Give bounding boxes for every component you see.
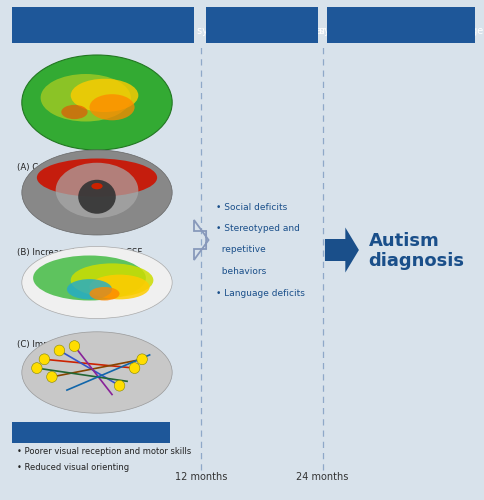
Ellipse shape (33, 256, 146, 300)
Text: (B) Increased extra-axial CSF: (B) Increased extra-axial CSF (17, 248, 142, 256)
Circle shape (114, 380, 124, 391)
Text: (C) Impaired WM connectivity: (C) Impaired WM connectivity (17, 340, 145, 349)
Text: Unfolding of diagnostic
symptoms in the 2nd year: Unfolding of diagnostic symptoms in the … (197, 14, 326, 36)
Text: • Social deficits: • Social deficits (215, 202, 287, 211)
Circle shape (39, 354, 49, 364)
Ellipse shape (22, 332, 172, 413)
Ellipse shape (67, 279, 112, 299)
Ellipse shape (37, 158, 157, 197)
Text: 12 months: 12 months (175, 472, 227, 482)
Circle shape (129, 362, 139, 374)
Ellipse shape (71, 78, 138, 112)
Text: • Poorer visual reception and motor skills: • Poorer visual reception and motor skil… (17, 446, 191, 456)
Ellipse shape (89, 287, 120, 300)
Ellipse shape (89, 274, 149, 299)
Ellipse shape (41, 74, 131, 122)
Ellipse shape (89, 94, 135, 120)
FancyBboxPatch shape (12, 6, 194, 43)
Text: 24 months: 24 months (296, 472, 348, 482)
Text: Autism: Autism (368, 232, 439, 250)
Text: Concurrent behavioral signs: Concurrent behavioral signs (27, 428, 154, 436)
Text: • Language deficits: • Language deficits (215, 288, 304, 298)
Text: (D) Altered functional connectivity: (D) Altered functional connectivity (17, 429, 165, 438)
Text: • Stereotyped and: • Stereotyped and (215, 224, 299, 233)
Circle shape (69, 340, 79, 351)
Circle shape (136, 354, 147, 364)
Circle shape (54, 345, 64, 356)
Ellipse shape (91, 183, 103, 190)
Ellipse shape (22, 246, 172, 318)
FancyBboxPatch shape (327, 6, 474, 43)
Text: repetitive: repetitive (215, 246, 265, 254)
Ellipse shape (56, 163, 138, 218)
Text: Consolidation of behavioral
symptomsfrom ~2-4 years of age: Consolidation of behavioral symptomsfrom… (318, 14, 483, 36)
Ellipse shape (22, 55, 172, 150)
FancyBboxPatch shape (12, 422, 169, 442)
Text: Presymptomatic brain changes
in the 1st year of life: Presymptomatic brain changes in the 1st … (27, 14, 179, 36)
Polygon shape (324, 228, 358, 272)
Text: behaviors: behaviors (215, 267, 266, 276)
Ellipse shape (78, 180, 116, 214)
FancyBboxPatch shape (206, 6, 317, 43)
Circle shape (46, 372, 57, 382)
Text: (A) Cortical surface area growth: (A) Cortical surface area growth (17, 162, 154, 172)
Text: diagnosis: diagnosis (368, 252, 464, 270)
Circle shape (31, 362, 42, 374)
Ellipse shape (71, 264, 153, 297)
Text: • Reduced visual orienting: • Reduced visual orienting (17, 462, 129, 471)
Ellipse shape (61, 105, 88, 119)
Ellipse shape (22, 150, 172, 235)
